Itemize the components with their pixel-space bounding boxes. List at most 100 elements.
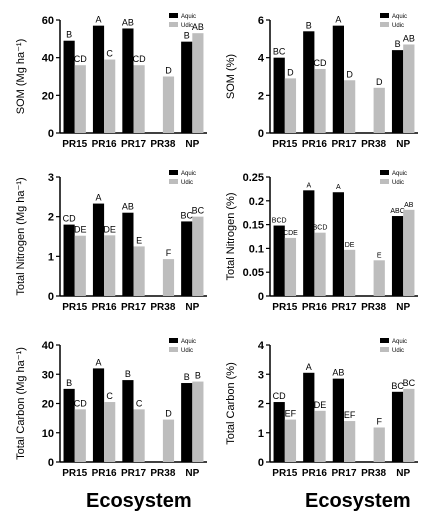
y-tick-label: 0.1 bbox=[249, 243, 264, 255]
bar-aquic bbox=[63, 224, 75, 296]
legend-swatch bbox=[169, 338, 178, 343]
x-tick-label: PR15 bbox=[272, 468, 297, 479]
x-tick-label: PR38 bbox=[361, 468, 386, 479]
bar-udic bbox=[344, 80, 356, 133]
data-label: DE bbox=[74, 225, 87, 235]
x-tick-label: PR38 bbox=[150, 302, 175, 313]
y-tick-label: 0.25 bbox=[243, 172, 264, 184]
y-tick-label: 0.15 bbox=[243, 220, 264, 232]
bar-aquic bbox=[92, 368, 105, 462]
bar-aquic bbox=[181, 383, 193, 462]
legend-swatch bbox=[380, 170, 389, 175]
bar-udic bbox=[133, 65, 145, 133]
legend-entry: Udic bbox=[392, 180, 404, 186]
x-tick-label: PR16 bbox=[92, 139, 117, 150]
bar-udic bbox=[284, 78, 297, 133]
bar-aquic bbox=[181, 221, 193, 296]
data-label: AB bbox=[122, 17, 134, 27]
legend-swatch bbox=[380, 22, 389, 27]
bar-aquic bbox=[273, 225, 285, 296]
data-label: BC bbox=[273, 47, 286, 57]
y-tick-label: 0 bbox=[258, 128, 264, 140]
data-label: DE bbox=[314, 400, 327, 410]
y-tick-label: 0 bbox=[258, 291, 264, 303]
bar-udic bbox=[344, 421, 356, 462]
y-axis-title: SOM (Mg ha⁻¹) bbox=[15, 39, 27, 114]
legend-entry: Udic bbox=[392, 23, 404, 29]
bar-udic bbox=[373, 87, 385, 133]
data-label: CD bbox=[133, 54, 146, 64]
data-label: C bbox=[106, 49, 113, 59]
x-tick-label: PR17 bbox=[121, 302, 146, 313]
legend-swatch bbox=[380, 179, 389, 184]
bar-aquic bbox=[273, 402, 285, 462]
data-label: CD bbox=[314, 58, 327, 68]
data-label: B bbox=[195, 371, 201, 381]
data-label: DE bbox=[103, 224, 116, 234]
data-label: CD bbox=[63, 214, 76, 224]
bar-aquic bbox=[303, 372, 315, 462]
x-tick-label: PR16 bbox=[302, 139, 327, 150]
x-tick-label: PR17 bbox=[331, 139, 356, 150]
y-tick-label: 3 bbox=[48, 172, 54, 184]
bar-udic bbox=[314, 232, 326, 296]
y-tick-label: 0.05 bbox=[243, 267, 264, 279]
bar-udic bbox=[162, 419, 175, 462]
bar-udic bbox=[162, 259, 175, 296]
data-label: EF bbox=[285, 409, 297, 419]
bar-udic bbox=[74, 235, 86, 296]
y-tick-label: 60 bbox=[42, 15, 54, 27]
legend-entry: Aquic bbox=[392, 14, 407, 20]
data-label: ABC bbox=[390, 208, 404, 215]
y-tick-label: 10 bbox=[42, 428, 54, 440]
bar-udic bbox=[133, 246, 145, 296]
chart-tc_pct: 0 1 2 3 4 Total Carbon (%) CD EF PR15 A DE PR16 AB EF… bbox=[225, 338, 418, 479]
y-tick-label: 1 bbox=[48, 251, 54, 263]
y-tick-label: 40 bbox=[42, 340, 54, 352]
data-label: BC bbox=[180, 210, 193, 220]
x-tick-label: PR15 bbox=[62, 302, 87, 313]
x-tick-label: NP bbox=[185, 302, 199, 313]
legend-entry: Aquic bbox=[392, 339, 407, 345]
chart-som_mass: 0 20 40 60 SOM (Mg ha⁻¹) B CD PR15 A C PR16 AB CD PR1… bbox=[15, 13, 207, 150]
y-tick-label: 0 bbox=[48, 128, 54, 140]
bar-aquic bbox=[181, 41, 193, 133]
y-tick-label: 40 bbox=[42, 53, 54, 65]
y-tick-label: 3 bbox=[258, 369, 264, 381]
x-tick-label: PR17 bbox=[331, 302, 356, 313]
legend-entry: Udic bbox=[181, 23, 193, 29]
y-tick-label: 2 bbox=[258, 90, 264, 102]
x-tick-label: PR15 bbox=[62, 468, 87, 479]
data-label: A bbox=[306, 362, 312, 372]
data-label: D bbox=[165, 409, 172, 419]
bar-aquic bbox=[273, 57, 285, 133]
data-label: B bbox=[184, 31, 190, 41]
data-label: A bbox=[306, 182, 311, 189]
bar-aquic bbox=[63, 40, 75, 133]
x-tick-label: PR16 bbox=[92, 302, 117, 313]
legend-entry: Udic bbox=[181, 348, 193, 354]
x-tick-label: PR15 bbox=[272, 302, 297, 313]
data-label: AB bbox=[192, 22, 204, 32]
y-tick-label: 20 bbox=[42, 90, 54, 102]
data-label: F bbox=[376, 416, 382, 426]
bar-udic bbox=[373, 427, 385, 462]
data-label: B bbox=[306, 20, 312, 30]
y-tick-label: 20 bbox=[42, 399, 54, 411]
y-axis-title: SOM (%) bbox=[225, 54, 237, 99]
data-label: BC bbox=[192, 206, 205, 216]
y-axis-title: Total Carbon (Mg ha⁻¹) bbox=[15, 347, 27, 460]
x-axis-title-left: Ecosystem bbox=[86, 490, 192, 512]
y-axis-title: Total Nitrogen (Mg ha⁻¹) bbox=[15, 177, 27, 295]
bar-udic bbox=[104, 402, 116, 462]
legend-entry: Udic bbox=[392, 348, 404, 354]
y-tick-label: 0 bbox=[48, 291, 54, 303]
legend-swatch bbox=[380, 13, 389, 18]
x-tick-label: PR38 bbox=[150, 468, 175, 479]
legend-entry: Aquic bbox=[181, 339, 196, 345]
legend-swatch bbox=[169, 22, 178, 27]
y-tick-label: 30 bbox=[42, 369, 54, 381]
data-label: B bbox=[184, 372, 190, 382]
y-tick-label: 4 bbox=[258, 53, 265, 65]
